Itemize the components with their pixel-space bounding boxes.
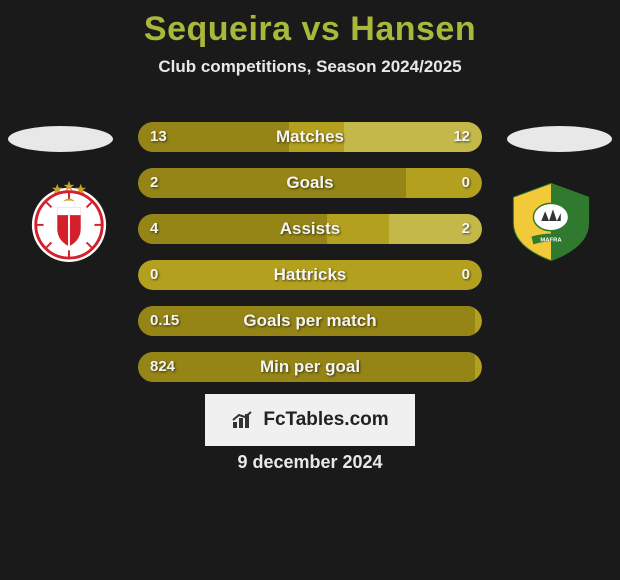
stat-label: Min per goal bbox=[138, 352, 482, 382]
vs-text: vs bbox=[301, 10, 340, 48]
player2-name: Hansen bbox=[350, 10, 476, 48]
source-logo-text: FcTables.com bbox=[263, 409, 388, 431]
stat-value-left: 2 bbox=[150, 168, 158, 198]
svg-text:MAFRA: MAFRA bbox=[540, 237, 562, 243]
stat-label: Hattricks bbox=[138, 260, 482, 290]
club-crest-left bbox=[20, 178, 118, 262]
country-ellipse-left bbox=[8, 126, 113, 152]
snapshot-date: 9 december 2024 bbox=[0, 452, 620, 473]
stat-value-right: 2 bbox=[462, 214, 470, 244]
stat-row: Min per goal824 bbox=[138, 352, 482, 382]
stat-value-right: 0 bbox=[462, 260, 470, 290]
chart-icon bbox=[231, 410, 257, 430]
comparison-title: Sequeira vs Hansen bbox=[0, 0, 620, 49]
player1-name: Sequeira bbox=[144, 10, 292, 48]
country-ellipse-right bbox=[507, 126, 612, 152]
stat-row: Goals2 0 bbox=[138, 168, 482, 198]
season-subtitle: Club competitions, Season 2024/2025 bbox=[0, 57, 620, 77]
stat-label: Goals per match bbox=[138, 306, 482, 336]
stat-label: Matches bbox=[138, 122, 482, 152]
stat-value-left: 0.15 bbox=[150, 306, 179, 336]
stat-value-right: 0 bbox=[462, 168, 470, 198]
source-logo: FcTables.com bbox=[205, 394, 415, 446]
stat-row: Hattricks0 0 bbox=[138, 260, 482, 290]
stat-row: Matches13 12 bbox=[138, 122, 482, 152]
stat-row: Goals per match0.15 bbox=[138, 306, 482, 336]
stat-value-left: 13 bbox=[150, 122, 167, 152]
mafra-crest-icon: MAFRA bbox=[502, 178, 600, 262]
stat-label: Assists bbox=[138, 214, 482, 244]
stats-bars: Matches1312Goals20Assists42Hattricks00Go… bbox=[138, 122, 482, 398]
stat-value-left: 4 bbox=[150, 214, 158, 244]
stat-value-left: 0 bbox=[150, 260, 158, 290]
club-crest-right: MAFRA bbox=[502, 178, 600, 262]
stat-label: Goals bbox=[138, 168, 482, 198]
stat-value-left: 824 bbox=[150, 352, 175, 382]
benfica-crest-icon bbox=[20, 178, 118, 262]
stat-row: Assists4 2 bbox=[138, 214, 482, 244]
stat-value-right: 12 bbox=[453, 122, 470, 152]
